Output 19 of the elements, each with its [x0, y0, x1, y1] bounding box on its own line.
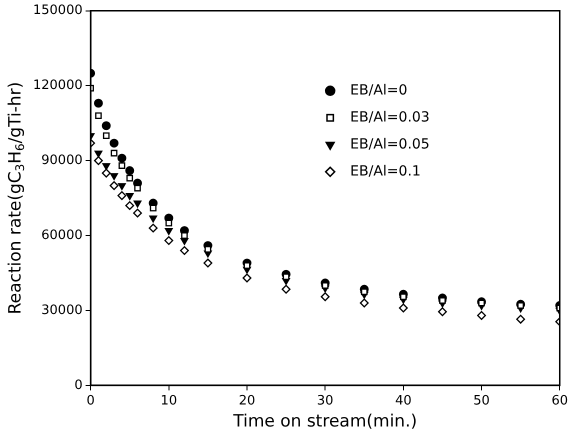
y-tick-label: 90000: [41, 153, 83, 168]
y-tick-label: 60000: [41, 228, 83, 243]
legend-label: EB/Al=0.05: [350, 136, 430, 152]
y-tick-label: 30000: [41, 302, 83, 318]
x-tick-label: 10: [160, 394, 178, 409]
x-tick-label: 30: [316, 394, 334, 409]
x-axis-title: Time on stream(min.): [232, 411, 418, 432]
y-tick-label: 120000: [32, 78, 83, 94]
x-tick-label: 0: [86, 394, 95, 409]
legend-label: EB/Al=0.03: [350, 109, 430, 126]
y-tick-label: 0: [74, 378, 83, 393]
x-tick-label: 60: [551, 394, 568, 409]
legend-label: EB/Al=0.1: [350, 163, 421, 180]
legend-label: EB/Al=0: [350, 82, 408, 98]
y-axis-title: Reaction rate(gC3H6/gTi-hr): [5, 82, 28, 314]
x-tick-label: 50: [473, 394, 490, 409]
x-tick-label: 20: [238, 394, 256, 409]
x-tick-label: 40: [395, 394, 412, 409]
y-tick-label: 150000: [32, 3, 83, 18]
